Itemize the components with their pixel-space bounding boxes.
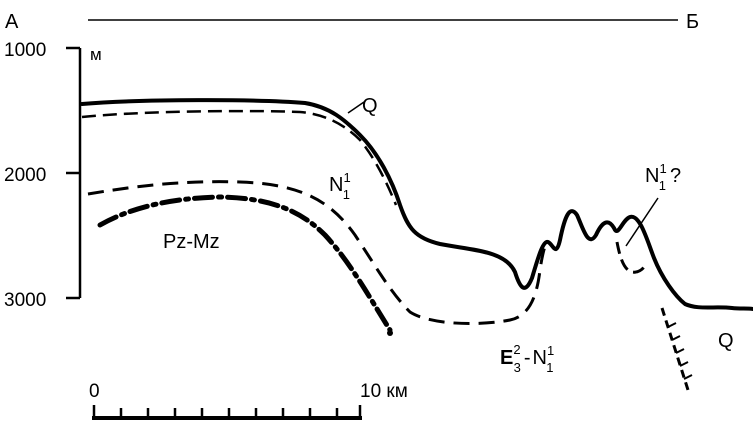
surface-q-line [80, 98, 753, 311]
scale-bar [92, 405, 362, 420]
depth-label-1000: 1000 [4, 40, 46, 61]
scale-label-zero: 0 [89, 381, 100, 402]
fault-hatches [667, 322, 693, 380]
profile-start-label: А [5, 11, 19, 33]
profile-end-label: Б [686, 11, 699, 33]
label-q-right: Q [718, 330, 734, 352]
basement-dash-dot-line [97, 194, 393, 333]
depth-label-3000: 3000 [4, 290, 46, 311]
label-n1: N1 1 [329, 170, 350, 202]
depth-unit: м [90, 45, 102, 64]
basement-line-end [387, 330, 393, 336]
n1q-dashed-segment [615, 241, 647, 274]
scale-label-ten: 10 км [360, 381, 408, 402]
label-q-leader [347, 101, 365, 114]
fault-line [660, 307, 690, 391]
depth-label-2000: 2000 [4, 165, 46, 186]
label-pz-mz: Pz-Mz [163, 231, 220, 253]
label-n1-question: N1 1? [645, 161, 681, 193]
label-n1-question-leader [625, 197, 659, 247]
label-e-n: E2 3- N1 1 [500, 342, 554, 375]
n1-top-dashed-line [81, 109, 398, 206]
lower-dashed-boundary [87, 180, 549, 326]
label-q-top: Q [362, 95, 378, 117]
